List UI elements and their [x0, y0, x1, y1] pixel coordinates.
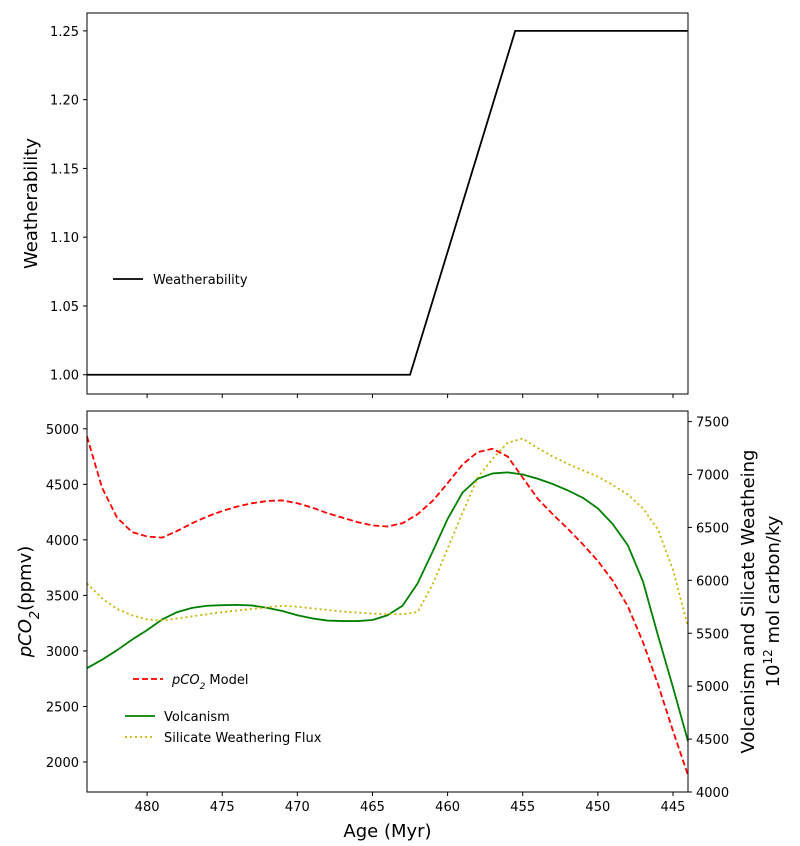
- legend-label-weatherability: Weatherability: [153, 273, 248, 288]
- pco2-legend: pCO2 Model: [133, 673, 248, 692]
- top-y-tick-label: 1.10: [50, 231, 79, 246]
- series-volcanism: [86, 471, 689, 742]
- right-y-tick-label: 4500: [696, 733, 729, 748]
- series-pco2-model: [86, 436, 689, 776]
- series-silicate-weathering: [86, 437, 689, 628]
- left-y-tick-label: 3000: [46, 645, 79, 660]
- x-tick-label: 470: [285, 800, 310, 815]
- x-tick-label: 455: [510, 800, 535, 815]
- x-tick-label: 450: [585, 800, 610, 815]
- co2-panel: 480 475 470 465 460 455 450 445 2000 2500 3000 3500…: [15, 410, 784, 842]
- bottom-right-y-axis-label-line1: Volcanism and Silicate Weatheing: [738, 450, 759, 754]
- x-tick-label: 465: [360, 800, 385, 815]
- weatherability-panel: 1.001.051.101.151.201.25 Weatherability …: [21, 12, 689, 398]
- bottom-left-y-axis-label: pCO2(ppmv): [15, 546, 43, 659]
- left-y-tick-label: 4000: [46, 534, 79, 549]
- top-y-tick-label: 1.15: [50, 162, 79, 177]
- right-y-tick-label: 5000: [696, 680, 729, 695]
- top-y-tick-label: 1.25: [50, 25, 79, 40]
- series-weatherability: [87, 29, 688, 376]
- x-tick-label: 475: [210, 800, 235, 815]
- flux-legend: Volcanism Silicate Weathering Flux: [125, 710, 322, 746]
- left-y-tick-label: 2500: [46, 700, 79, 715]
- legend-label-volcanism: Volcanism: [164, 710, 230, 725]
- left-y-tick-label: 4500: [46, 478, 79, 493]
- bottom-plot-area: [87, 411, 688, 792]
- legend-label-silicate-weathering: Silicate Weathering Flux: [164, 731, 322, 746]
- top-y-tick-label: 1.20: [50, 94, 79, 109]
- x-tick-label: 445: [661, 800, 686, 815]
- right-y-tick-label: 7500: [696, 416, 729, 431]
- right-y-tick-label: 4000: [696, 786, 729, 801]
- left-y-tick-label: 5000: [46, 423, 79, 438]
- right-y-tick-label: 6000: [696, 574, 729, 589]
- top-plot-frame: [86, 12, 689, 395]
- bottom-plot-frame: [86, 410, 689, 793]
- left-y-tick-label: 2000: [46, 756, 79, 771]
- x-axis-label: Age (Myr): [343, 821, 431, 842]
- top-y-tick-label: 1.00: [50, 369, 79, 384]
- top-legend: Weatherability: [113, 273, 248, 288]
- legend-label-pco2: pCO2 Model: [171, 673, 248, 692]
- right-y-tick-label: 5500: [696, 627, 729, 642]
- bottom-right-y-axis-label-line2: 1012 mol carbon/ky: [761, 515, 784, 687]
- left-y-tick-label: 3500: [46, 589, 79, 604]
- x-tick-label: 480: [135, 800, 160, 815]
- top-y-axis-label: Weatherability: [21, 138, 42, 269]
- x-tick-label: 460: [435, 800, 460, 815]
- right-y-tick-label: 7000: [696, 469, 729, 484]
- top-y-tick-label: 1.05: [50, 300, 79, 315]
- right-y-tick-label: 6500: [696, 521, 729, 536]
- top-plot-area: [87, 13, 688, 394]
